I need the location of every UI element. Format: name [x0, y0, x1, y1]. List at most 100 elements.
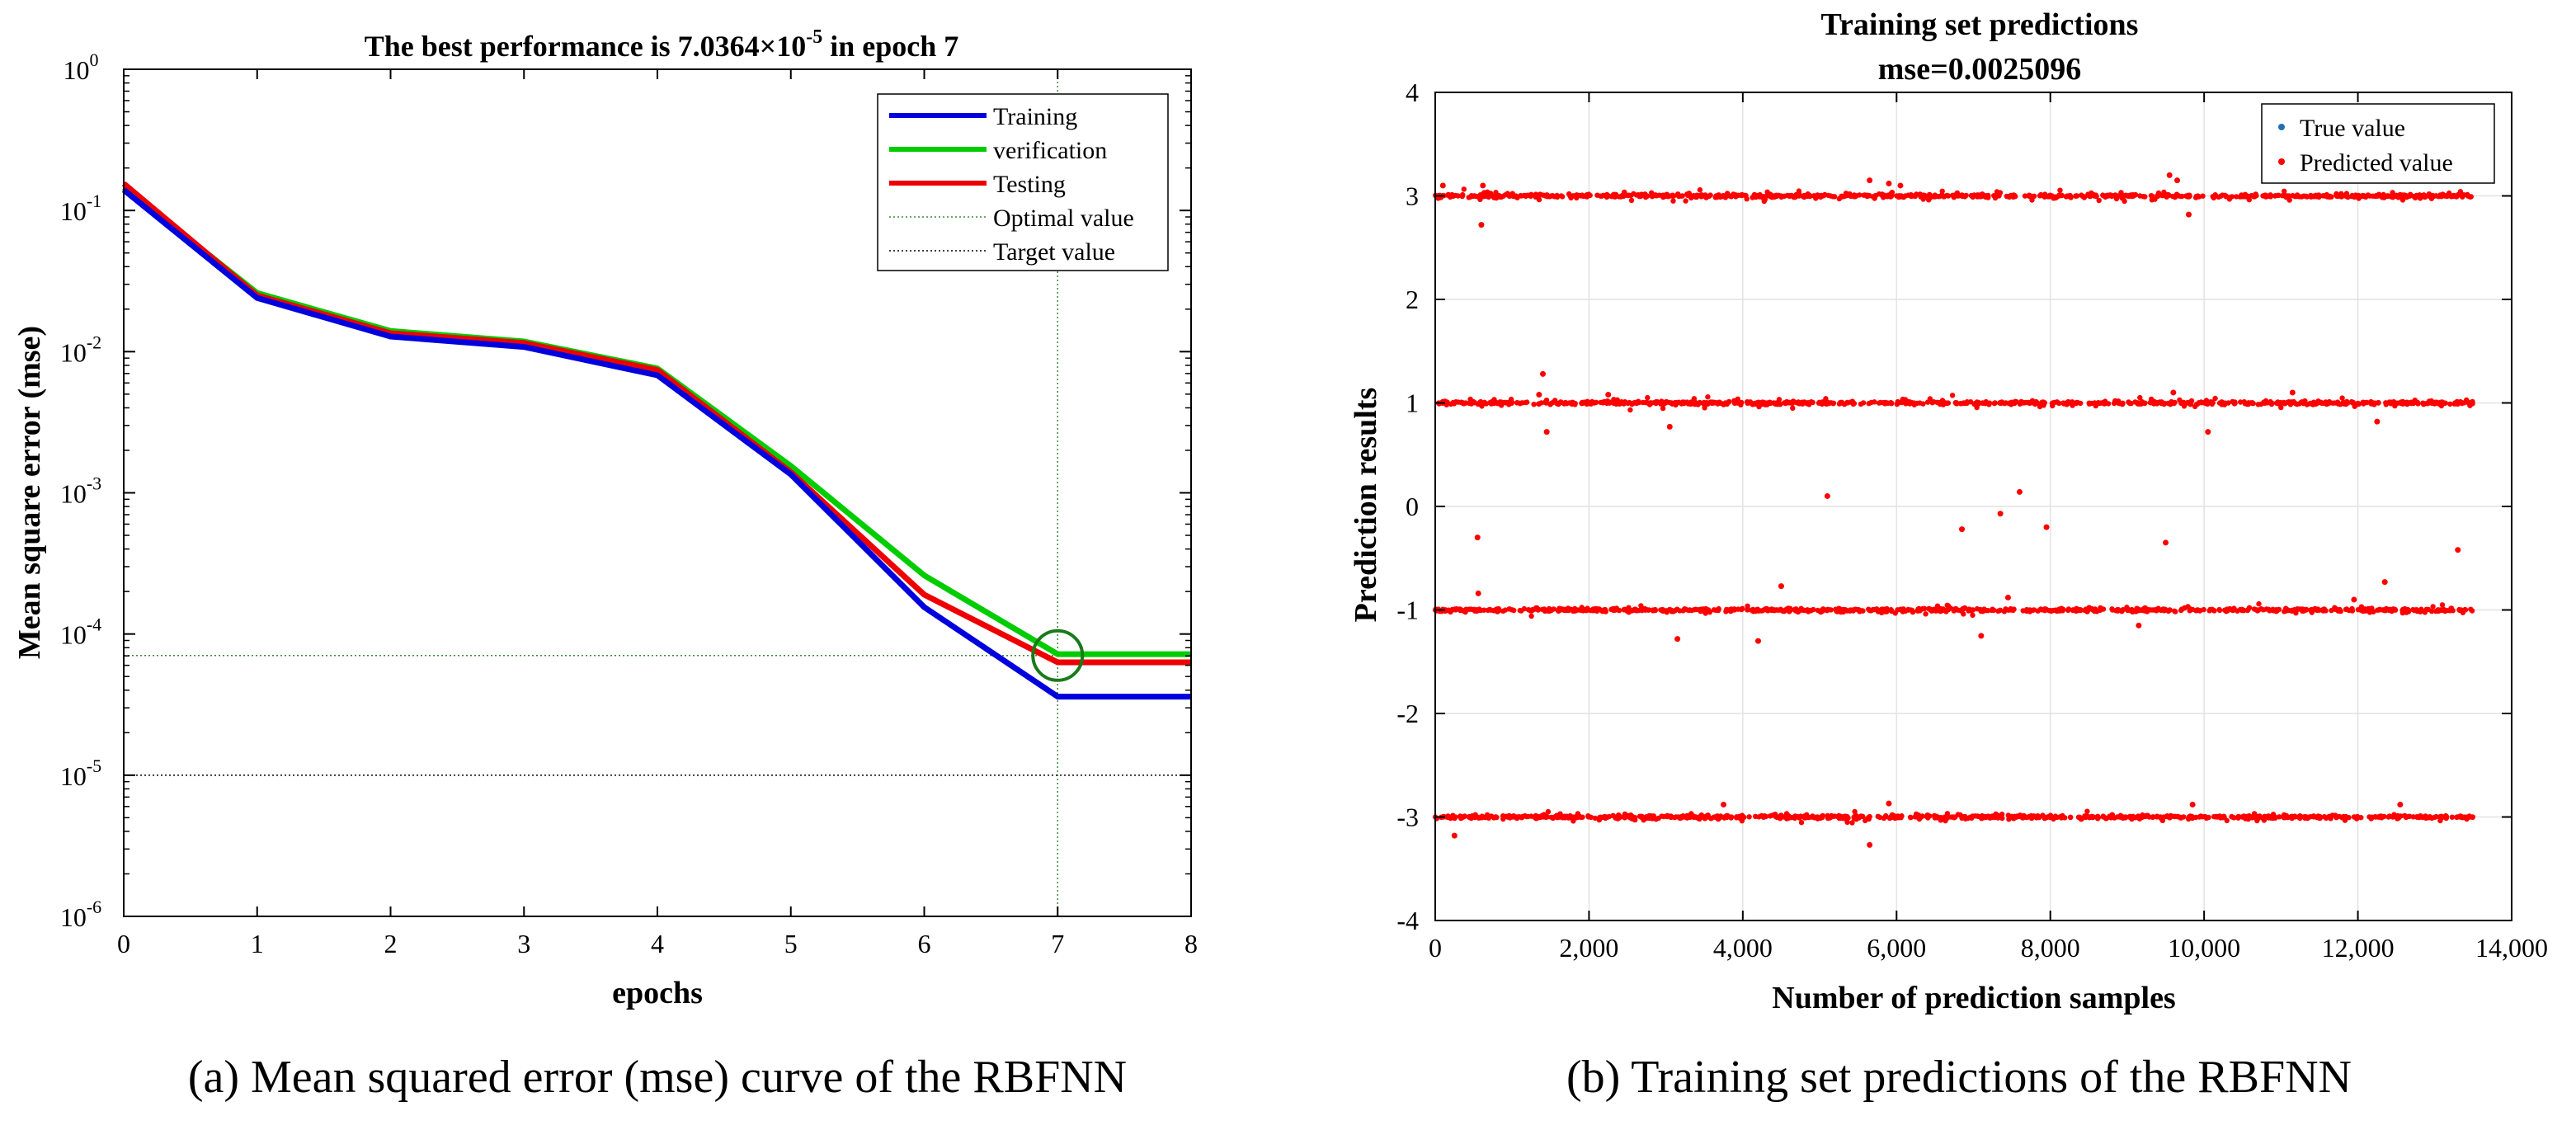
- predicted-point: [1585, 398, 1590, 405]
- predicted-point: [1506, 606, 1512, 612]
- predicted-point: [2402, 605, 2408, 612]
- predicted-point: [2375, 193, 2381, 199]
- predicted-point: [1660, 813, 1667, 820]
- predicted-point: [1937, 193, 1943, 200]
- predicted-point: [2018, 400, 2023, 407]
- predicted-point: [1557, 811, 1563, 817]
- predicted-point: [1679, 193, 1685, 199]
- predicted-point: [2290, 813, 2296, 819]
- predicted-point: [1688, 811, 1694, 817]
- predicted-point: [1813, 195, 1819, 201]
- predicted-point: [2118, 814, 2124, 820]
- predicted-point: [1514, 195, 1520, 200]
- predicted-point: [1746, 814, 1752, 820]
- predicted-point: [1903, 401, 1909, 407]
- predicted-point: [1734, 814, 1740, 820]
- best-performance-marker: [1031, 629, 1085, 682]
- predicted-point: [1712, 195, 1718, 200]
- predicted-point: [1827, 815, 1833, 821]
- predicted-point: [1688, 195, 1694, 201]
- predicted-point: [2155, 190, 2162, 196]
- predicted-point: [1762, 196, 1768, 202]
- predicted-point: [2339, 395, 2345, 401]
- predicted-point: [1613, 605, 1620, 611]
- predicted-point: [1875, 813, 1881, 819]
- series-line-training: [121, 187, 1191, 700]
- predicted-point: [2430, 604, 2436, 610]
- predicted-point: [2270, 606, 2276, 612]
- predicted-point: [1929, 400, 1935, 406]
- predicted-outlier-point: [2205, 429, 2211, 436]
- predicted-point: [1916, 607, 1922, 613]
- predicted-point: [1792, 815, 1798, 822]
- predicted-point: [2356, 401, 2362, 407]
- predicted-point: [2068, 814, 2074, 820]
- predicted-point: [2293, 610, 2299, 616]
- predicted-point: [1995, 608, 2001, 614]
- predicted-point: [1528, 613, 1534, 619]
- predicted-point: [1668, 814, 1674, 821]
- predicted-point: [1804, 814, 1810, 821]
- predicted-point: [1787, 605, 1793, 611]
- predicted-point: [2467, 403, 2473, 408]
- predicted-point: [1635, 399, 1641, 406]
- predicted-point: [2266, 813, 2272, 819]
- predicted-point: [1708, 816, 1714, 822]
- predicted-point: [1541, 812, 1547, 817]
- predictions-chart: Training set predictions mse=0.0025096 0…: [1349, 7, 2548, 1103]
- predicted-point: [1721, 402, 1726, 407]
- title-prefix: The best performance is 7.0364×10: [365, 30, 806, 63]
- predicted-outlier-point: [1480, 182, 1486, 189]
- predicted-point: [1633, 607, 1639, 613]
- predicted-point: [1642, 191, 1648, 197]
- predicted-point: [1582, 193, 1588, 199]
- predicted-point: [2021, 400, 2027, 406]
- predictions-x-ticks: 0 2,000 4,000 6,000 8,000 10,000 12,000 14,000: [1429, 92, 2548, 963]
- predicted-point: [2277, 814, 2282, 820]
- predicted-point: [1945, 400, 1952, 406]
- predicted-point: [1881, 192, 1887, 198]
- predicted-point: [2302, 607, 2309, 613]
- predicted-point: [2120, 607, 2126, 613]
- mse-legend: Training verification Testing Optimal value…: [877, 93, 1169, 271]
- predicted-point: [2314, 814, 2320, 821]
- predicted-point: [1823, 396, 1829, 402]
- predicted-point: [2011, 606, 2017, 612]
- predicted-point: [1692, 401, 1698, 407]
- predicted-point: [1941, 193, 1947, 199]
- predicted-point: [2249, 400, 2255, 406]
- predicted-point: [1495, 609, 1500, 614]
- predicted-point: [1974, 193, 1980, 200]
- predicted-point: [1733, 194, 1739, 200]
- predicted-point: [1849, 820, 1855, 826]
- predicted-point: [2262, 813, 2268, 819]
- predicted-point: [1934, 603, 1941, 609]
- predicted-point: [1627, 399, 1632, 406]
- predicted-point: [1792, 606, 1797, 613]
- predicted-point: [1896, 193, 1902, 199]
- predictions-legend-box: [2261, 103, 2495, 184]
- predictions-caption: (b) Training set predictions of the RBFN…: [1566, 1052, 2352, 1103]
- predicted-point: [2348, 193, 2354, 200]
- predicted-point: [2241, 399, 2247, 405]
- predicted-point: [2185, 399, 2191, 406]
- predicted-point: [2101, 814, 2107, 820]
- predicted-point: [2201, 606, 2206, 613]
- predicted-point: [1853, 817, 1859, 822]
- predicted-outlier-point: [1439, 182, 1446, 189]
- predictions-grid: [1435, 92, 2512, 920]
- predicted-point: [1519, 608, 1524, 614]
- x-tick-label: 10,000: [2168, 933, 2240, 963]
- predicted-point: [2321, 606, 2327, 612]
- predicted-point: [2333, 606, 2339, 612]
- predicted-point: [1487, 191, 1494, 196]
- predicted-point: [2433, 813, 2439, 820]
- predicted-point: [2383, 400, 2389, 406]
- predicted-point: [2089, 190, 2094, 196]
- predicted-point: [2084, 808, 2090, 814]
- predicted-point: [1926, 605, 1932, 612]
- predicted-point: [1681, 400, 1687, 407]
- predicted-point: [2390, 195, 2395, 200]
- predicted-point: [2124, 607, 2131, 613]
- predicted-point: [2010, 194, 2017, 200]
